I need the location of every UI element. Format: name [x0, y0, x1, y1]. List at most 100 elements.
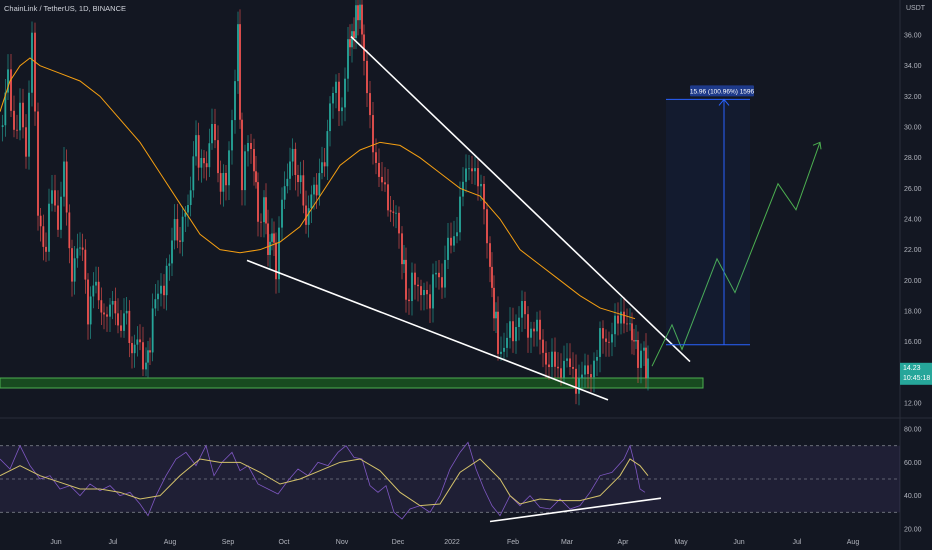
time-tick-label: Oct	[279, 539, 290, 546]
candle	[65, 161, 68, 213]
candle	[22, 102, 24, 128]
candle	[318, 173, 321, 196]
candle	[417, 284, 419, 287]
candle	[435, 272, 437, 275]
candle	[168, 263, 171, 266]
candle	[480, 183, 482, 187]
candle	[329, 103, 331, 132]
rsi-tick-label: 60.00	[904, 460, 922, 467]
candle	[128, 310, 131, 344]
price-tick-label: 34.00	[904, 63, 922, 70]
candle	[429, 294, 431, 309]
price-tick-label: 26.00	[904, 186, 922, 193]
time-tick-label: Apr	[618, 539, 630, 546]
price-badge-countdown: 10:45:18	[903, 375, 930, 382]
candle	[120, 325, 122, 331]
candle	[539, 319, 541, 340]
candle	[378, 162, 380, 177]
candle	[578, 378, 580, 394]
candle	[438, 272, 440, 278]
candle	[31, 32, 33, 93]
candle	[408, 299, 410, 302]
candle	[629, 323, 631, 325]
candle	[302, 175, 305, 206]
candle	[515, 327, 517, 342]
price-tick-label: 18.00	[904, 309, 922, 316]
chart-title: ChainLink / TetherUS, 1D, BINANCE	[4, 4, 126, 13]
candle	[160, 285, 162, 294]
price-tick-label: 20.00	[904, 278, 922, 285]
candle	[347, 39, 349, 79]
candle	[92, 285, 95, 297]
candle	[605, 338, 607, 342]
candle	[149, 350, 151, 353]
candle	[239, 24, 241, 120]
lower-trendline	[246, 259, 609, 401]
candle	[398, 212, 400, 234]
candle	[626, 323, 628, 325]
candle	[332, 92, 334, 104]
candle	[640, 350, 642, 368]
measure-label-box	[690, 85, 754, 97]
candle	[572, 366, 574, 369]
time-tick-label: May	[674, 539, 688, 546]
candle	[359, 4, 361, 21]
candle	[403, 259, 405, 265]
candle	[447, 237, 449, 260]
candle	[557, 366, 559, 369]
candle	[590, 374, 592, 378]
time-tick-label: 2022	[444, 539, 460, 546]
candle	[381, 176, 383, 183]
candle	[250, 143, 252, 149]
time-tick-label: Nov	[336, 539, 349, 546]
candle	[344, 78, 346, 108]
candle	[181, 216, 184, 242]
candle	[593, 360, 595, 378]
candle	[315, 184, 318, 196]
candle	[234, 81, 236, 121]
candle	[225, 172, 227, 186]
candle	[10, 69, 12, 111]
candle	[575, 368, 577, 394]
candle	[4, 92, 7, 126]
candle	[444, 259, 446, 288]
candle	[57, 205, 59, 230]
candle	[237, 24, 239, 82]
candle	[351, 31, 353, 48]
candle	[187, 204, 189, 213]
candle	[211, 123, 213, 144]
candle	[426, 289, 428, 295]
candle	[197, 135, 200, 168]
candle	[48, 203, 50, 252]
candle	[231, 120, 233, 151]
candle	[548, 364, 550, 368]
candle	[1, 125, 4, 127]
candle	[71, 248, 73, 282]
candle	[257, 182, 259, 222]
time-tick-label: Jun	[50, 539, 61, 546]
candle	[637, 340, 639, 368]
candle	[599, 328, 601, 357]
candle	[602, 328, 604, 339]
candle	[524, 301, 526, 315]
candle	[195, 135, 197, 157]
candle	[222, 172, 225, 192]
candle	[614, 315, 616, 335]
candle	[566, 358, 568, 361]
candle	[263, 197, 265, 223]
candle	[265, 197, 267, 224]
candle	[623, 311, 625, 324]
candle	[450, 237, 452, 246]
candle	[79, 247, 81, 249]
candle	[384, 182, 386, 185]
candle	[176, 219, 179, 241]
candle	[366, 60, 368, 94]
candle	[73, 258, 76, 282]
candle	[389, 210, 392, 212]
candle	[63, 161, 65, 197]
projection-line	[651, 142, 821, 367]
candle	[631, 323, 633, 341]
measure-label: 15.96 (100.96%) 1596	[690, 88, 755, 95]
candle	[509, 321, 511, 338]
